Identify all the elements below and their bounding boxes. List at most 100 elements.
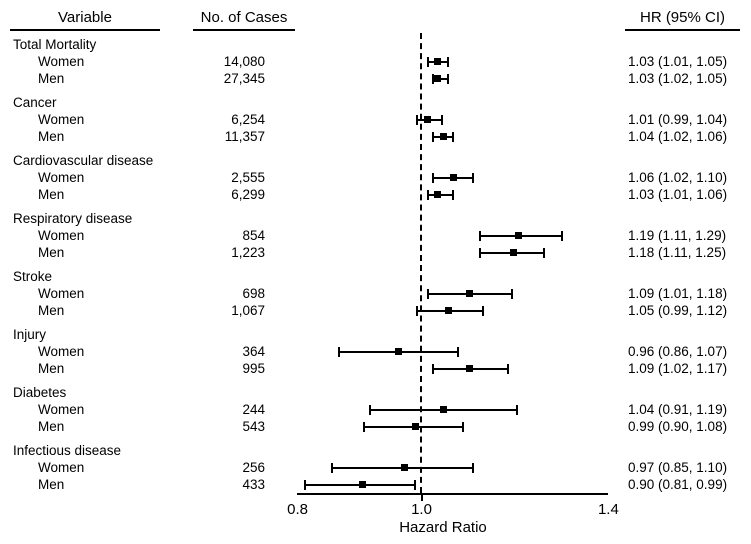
- ci-cap-right: [451, 131, 454, 142]
- row-hr-ci-text: 1.06 (1.02, 1.10): [628, 170, 728, 185]
- col-header-variable: Variable: [10, 9, 160, 31]
- forest-row: Women 2,555 1.06 (1.02, 1.10): [0, 169, 751, 186]
- row-hr-ci-text: 1.01 (0.99, 1.04): [628, 112, 728, 127]
- group-row: Diabetes: [0, 384, 751, 401]
- point-estimate-marker: [434, 58, 442, 65]
- row-cases-value: 6,299: [231, 187, 265, 202]
- row-cases-value: 854: [242, 228, 265, 243]
- group-label: Infectious disease: [13, 443, 122, 458]
- row-cases-value: 543: [242, 419, 265, 434]
- row-cases-value: 11,357: [224, 129, 265, 144]
- forest-row: Men 6,299 1.03 (1.01, 1.06): [0, 186, 751, 203]
- row-cases-value: 1,067: [231, 303, 265, 318]
- forest-group: Respiratory disease Women 854 1.19 (1.11, 1…: [0, 210, 751, 261]
- forest-row: Women 364 0.96 (0.86, 1.07): [0, 343, 751, 360]
- row-label: Men: [38, 361, 65, 376]
- row-cases-value: 364: [242, 344, 265, 359]
- group-row: Stroke: [0, 268, 751, 285]
- forest-row: Men 1,067 1.05 (0.99, 1.12): [0, 302, 751, 319]
- row-label: Men: [38, 187, 65, 202]
- row-cases-value: 6,254: [231, 112, 265, 127]
- group-label: Total Mortality: [13, 37, 97, 52]
- group-row: Total Mortality: [0, 36, 751, 53]
- ci-cap-left: [362, 421, 365, 432]
- point-estimate-marker: [423, 116, 431, 123]
- row-hr-ci-text: 1.03 (1.02, 1.05): [628, 71, 728, 86]
- group-label: Stroke: [13, 269, 53, 284]
- forest-group: Total Mortality Women 14,080 1.03 (1.01, 1.…: [0, 36, 751, 87]
- ci-cap-right: [413, 479, 416, 490]
- row-cases-value: 14,080: [223, 54, 265, 69]
- axis-tick-label: 1.0: [411, 501, 432, 518]
- row-hr-ci-text: 1.03 (1.01, 1.06): [628, 187, 728, 202]
- row-cases-value: 995: [242, 361, 265, 376]
- row-label: Men: [38, 245, 65, 260]
- forest-row: Men 433 0.90 (0.81, 0.99): [0, 476, 751, 493]
- point-estimate-marker: [412, 423, 420, 430]
- row-label: Men: [38, 419, 65, 434]
- row-hr-ci-text: 1.09 (1.02, 1.17): [628, 361, 728, 376]
- ci-cap-left: [432, 73, 435, 84]
- ci-cap-left: [337, 346, 340, 357]
- point-estimate-marker: [465, 290, 473, 297]
- row-label: Women: [38, 344, 85, 359]
- point-estimate-marker: [401, 464, 409, 471]
- ci-cap-left: [427, 56, 430, 67]
- ci-cap-left: [415, 305, 418, 316]
- forest-group: Injury Women 364 0.96 (0.86, 1.07) Men 995 1.0…: [0, 326, 751, 377]
- forest-group: Infectious disease Women 256 0.97 (0.85, 1.…: [0, 442, 751, 493]
- row-hr-ci-text: 1.05 (0.99, 1.12): [628, 303, 728, 318]
- ci-cap-right: [560, 230, 563, 241]
- row-hr-ci-text: 1.04 (1.02, 1.06): [628, 129, 728, 144]
- point-estimate-marker: [514, 232, 522, 239]
- row-label: Men: [38, 477, 65, 492]
- forest-row: Men 543 0.99 (0.90, 1.08): [0, 418, 751, 435]
- forest-row: Men 11,357 1.04 (1.02, 1.06): [0, 128, 751, 145]
- row-label: Women: [38, 228, 85, 243]
- reference-line-hr-1: [420, 33, 422, 493]
- group-row: Cardiovascular disease: [0, 152, 751, 169]
- col-header-cases: No. of Cases: [193, 9, 295, 31]
- x-axis-line: [297, 493, 608, 495]
- row-hr-ci-text: 1.09 (1.01, 1.18): [628, 286, 728, 301]
- ci-cap-right: [482, 305, 485, 316]
- group-label: Respiratory disease: [13, 211, 133, 226]
- point-estimate-marker: [359, 481, 367, 488]
- forest-row: Women 698 1.09 (1.01, 1.18): [0, 285, 751, 302]
- axis-tick-mark: [420, 495, 423, 501]
- forest-group: Diabetes Women 244 1.04 (0.91, 1.19) Men 543 0…: [0, 384, 751, 435]
- ci-cap-right: [441, 114, 444, 125]
- plot-rows: Total Mortality Women 14,080 1.03 (1.01, 1.…: [0, 36, 751, 500]
- ci-cap-left: [304, 479, 307, 490]
- point-estimate-marker: [450, 174, 458, 181]
- point-estimate-marker: [439, 133, 447, 140]
- row-label: Women: [38, 112, 85, 127]
- ci-cap-left: [427, 288, 430, 299]
- ci-cap-left: [369, 404, 372, 415]
- ci-cap-right: [506, 363, 509, 374]
- row-label: Women: [38, 54, 85, 69]
- point-estimate-marker: [434, 75, 442, 82]
- forest-group: Cardiovascular disease Women 2,555 1.06 (1.…: [0, 152, 751, 203]
- row-hr-ci-text: 0.99 (0.90, 1.08): [628, 419, 728, 434]
- point-estimate-marker: [439, 406, 447, 413]
- ci-cap-left: [432, 131, 435, 142]
- point-estimate-marker: [434, 191, 442, 198]
- row-cases-value: 256: [242, 460, 265, 475]
- point-estimate-marker: [509, 249, 517, 256]
- row-cases-value: 2,555: [231, 170, 265, 185]
- row-cases-value: 433: [242, 477, 265, 492]
- point-estimate-marker: [395, 348, 403, 355]
- row-label: Women: [38, 402, 85, 417]
- axis-tick-label: 1.4: [597, 501, 619, 518]
- ci-cap-left: [432, 172, 435, 183]
- x-axis-title: Hazard Ratio: [399, 519, 487, 536]
- row-hr-ci-text: 0.97 (0.85, 1.10): [628, 460, 728, 475]
- row-hr-ci-text: 1.19 (1.11, 1.29): [628, 228, 727, 243]
- row-cases-value: 244: [242, 402, 265, 417]
- row-hr-ci-text: 1.04 (0.91, 1.19): [628, 402, 728, 417]
- ci-cap-right: [446, 73, 449, 84]
- ci-cap-left: [479, 230, 482, 241]
- group-row: Infectious disease: [0, 442, 751, 459]
